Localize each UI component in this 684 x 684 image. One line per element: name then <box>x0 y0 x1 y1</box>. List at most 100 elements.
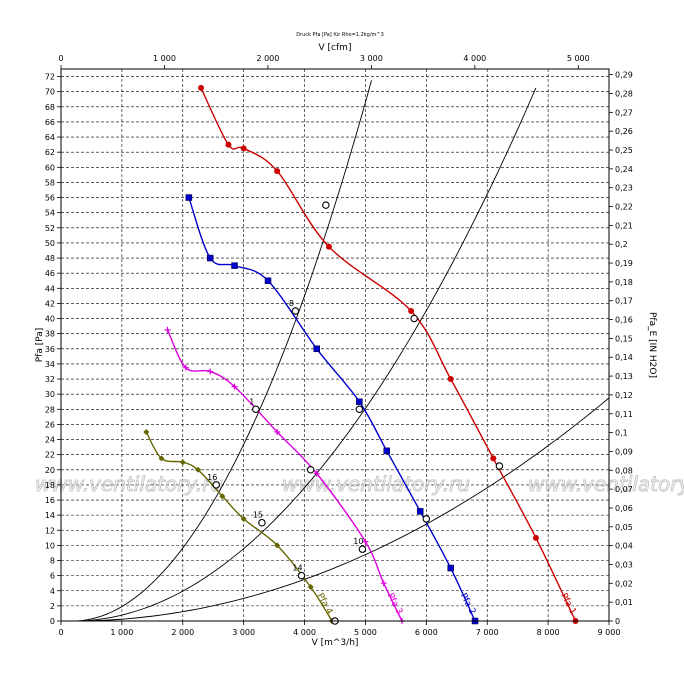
y2-tick-label: 0,13 <box>615 372 633 381</box>
series-line <box>200 87 577 622</box>
data-point <box>206 254 214 262</box>
operating-point-label: 10 <box>353 537 363 546</box>
y-tick-label: 64 <box>45 133 55 142</box>
y2-tick-label: 0,24 <box>615 165 633 174</box>
y-tick-label: 28 <box>45 405 55 414</box>
data-point <box>532 534 539 541</box>
y-tick-label: 72 <box>45 73 55 82</box>
system-curve <box>73 87 537 622</box>
x-tick-label: 9 000 <box>598 628 621 637</box>
y2-tick-label: 0,16 <box>615 316 633 325</box>
operating-point <box>297 571 306 580</box>
y-tick-label: 8 <box>50 557 55 566</box>
data-point <box>264 277 272 284</box>
y-tick-label: 54 <box>45 209 55 218</box>
data-point <box>383 447 391 455</box>
y2-tick-label: 0,04 <box>615 542 633 551</box>
y2-tick-label: 0,23 <box>615 184 633 193</box>
data-point <box>325 243 332 250</box>
data-point <box>408 307 415 314</box>
x-tick-label: 7 000 <box>476 628 499 637</box>
y-tick-label: 68 <box>45 103 55 112</box>
data-point <box>240 145 247 152</box>
y-tick-label: 10 <box>45 541 55 550</box>
data-point <box>313 345 320 353</box>
y2-tick-label: 0,29 <box>615 71 633 80</box>
y-tick-label: 6 <box>50 572 55 581</box>
data-point <box>447 564 454 572</box>
watermark-text: www.ventilatory.ru <box>35 472 223 496</box>
operating-point-label: 16 <box>207 473 217 482</box>
data-point <box>158 455 165 462</box>
data-point <box>274 542 281 549</box>
data-point <box>207 368 214 375</box>
data-point <box>143 428 150 435</box>
data-point <box>490 455 497 462</box>
y2-tick-label: 0,14 <box>615 353 633 362</box>
data-point <box>164 326 171 333</box>
x-tick-label: 1 000 <box>110 628 133 637</box>
operating-point <box>495 462 504 470</box>
y-tick-label: 40 <box>45 315 55 324</box>
x-axis-label: V [m^3/h] <box>312 638 359 648</box>
y-tick-label: 66 <box>45 118 55 127</box>
y-tick-label: 58 <box>45 178 55 187</box>
y2-tick-label: 0,17 <box>615 297 633 306</box>
y-tick-label: 36 <box>45 345 55 354</box>
data-point <box>362 538 369 545</box>
y-tick-label: 0 <box>50 617 55 626</box>
data-point <box>274 168 281 175</box>
y-tick-label: 24 <box>45 436 55 445</box>
y-tick-label: 2 <box>50 602 55 611</box>
y2-tick-label: 0,15 <box>615 334 633 343</box>
data-point <box>416 508 424 515</box>
y2-tick-label: 0,07 <box>615 485 633 494</box>
y-tick-label: 12 <box>45 526 55 535</box>
x2-axis-label: V [cfm] <box>319 43 352 53</box>
operating-point <box>252 405 260 414</box>
series-line <box>188 197 476 622</box>
y-tick-label: 50 <box>45 239 55 248</box>
data-point <box>219 493 226 500</box>
y-tick-label: 30 <box>45 390 55 399</box>
x2-tick-label: 4 000 <box>463 54 486 63</box>
y2-tick-label: 0 <box>615 617 620 626</box>
watermark-text: www.ventilatory.ru <box>528 472 684 496</box>
operating-point <box>322 201 330 209</box>
y2-tick-label: 0,26 <box>615 127 633 136</box>
operating-point <box>358 545 367 553</box>
x-tick-label: 0 <box>58 628 63 637</box>
y2-axis-label: Pfa_E [IN H2O] <box>647 312 657 378</box>
y-tick-label: 20 <box>45 466 55 475</box>
operating-points: 8 1 10 16 15 14 <box>207 201 504 625</box>
y-tick-label: 70 <box>45 88 55 97</box>
chart-title: Druck Pfa [Pa] für Rho=1.2kg/m^3 <box>296 32 384 38</box>
y2-tick-label: 0,19 <box>615 259 633 268</box>
operating-point-label: 14 <box>292 564 302 573</box>
data-point <box>179 459 186 466</box>
y2-tick-label: 0,09 <box>615 447 633 456</box>
y2-tick-label: 0,2 <box>615 240 628 249</box>
data-point <box>274 428 281 435</box>
operating-point-label: 15 <box>253 511 263 520</box>
y-tick-label: 48 <box>45 254 55 263</box>
operating-point-label: 8 <box>289 299 294 308</box>
y2-tick-label: 0,06 <box>615 504 633 513</box>
x2-tick-label: 0 <box>58 54 63 63</box>
data-point <box>198 84 205 91</box>
plot-frame <box>60 68 610 622</box>
operating-point-label: 1 <box>249 397 254 406</box>
y2-tick-label: 0,02 <box>615 579 633 588</box>
y-tick-label: 62 <box>45 148 55 157</box>
grid <box>60 69 610 622</box>
x2-tick-label: 1 000 <box>153 54 176 63</box>
y-tick-label: 52 <box>45 224 55 233</box>
y2-tick-label: 0,28 <box>615 89 633 98</box>
y-axis-label: Pfa [Pa] <box>35 328 45 363</box>
system-curve <box>73 80 372 622</box>
y2-tick-label: 0,21 <box>615 221 633 230</box>
data-point <box>356 398 363 405</box>
x-tick-label: 2 000 <box>171 628 194 637</box>
